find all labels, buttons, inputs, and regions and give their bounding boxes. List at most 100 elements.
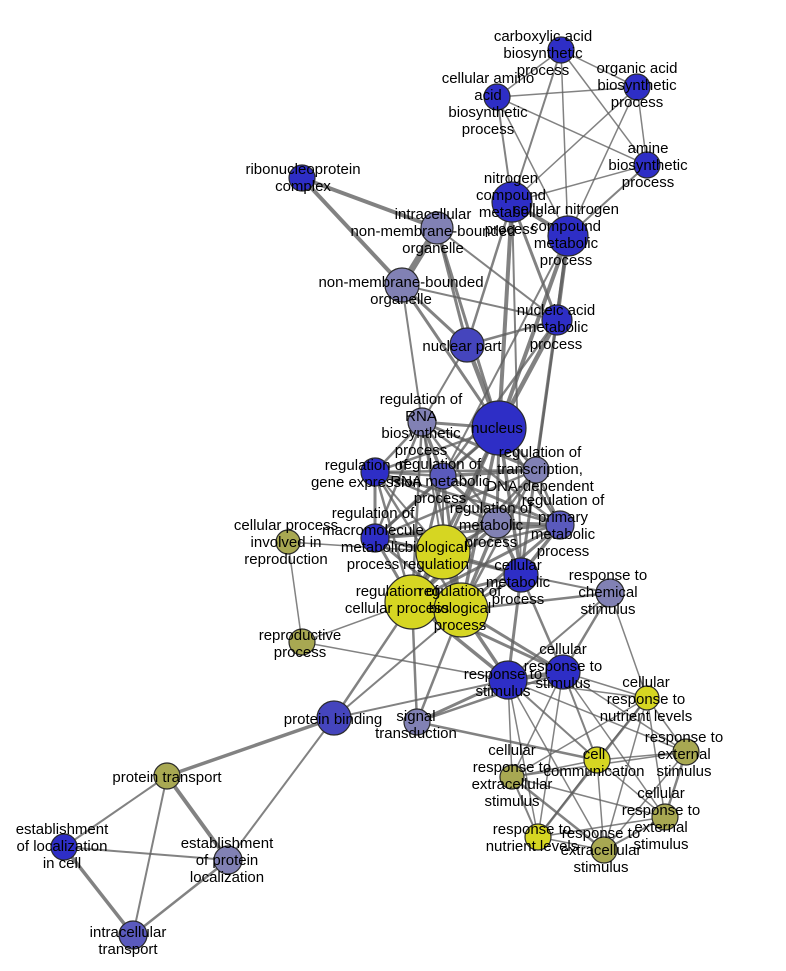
edge-protein-transport--establishment-of-protein-localization[interactable] (165, 774, 230, 862)
edge-regulation-of-macromolecule-metabolic-process--regulation-of-primary-metabolic-process[interactable] (374, 523, 561, 540)
node-regulation-of-rna-biosynthetic-process[interactable] (407, 407, 437, 437)
edge-organic-acid-biosynthetic-process--cellular-nitrogen-compound-metabolic-process[interactable] (567, 86, 638, 237)
edge-cell-communication--cellular-response-to-external-stimulus[interactable] (596, 759, 666, 818)
node-response-to-stimulus[interactable] (488, 660, 528, 700)
node-regulation-of-rna-metabolic-process[interactable] (429, 462, 457, 490)
edge-regulation-of-biological-process--protein-binding[interactable] (333, 609, 462, 719)
edge-cellular-metabolic-process--cellular-response-to-stimulus[interactable] (519, 574, 565, 673)
edge-cellular-response-to-external-stimulus--response-to-nutrient-levels[interactable] (537, 816, 666, 838)
node-protein-binding[interactable] (316, 700, 352, 736)
edge-carboxylic-acid-biosynthetic-process--amine-biosynthetic-process[interactable] (560, 49, 648, 166)
node-ribonucleoprotein-complex[interactable] (288, 164, 316, 192)
edge-response-to-chemical-stimulus--response-to-stimulus[interactable] (507, 592, 611, 681)
node-cellular-metabolic-process[interactable] (503, 557, 539, 593)
edge-regulation-of-transcription-dna-dependent--regulation-of-rna-metabolic-process[interactable] (442, 468, 537, 478)
edge-establishment-of-protein-localization--intracellular-transport[interactable] (132, 859, 229, 936)
edge-regulation-of-transcription-dna-dependent--regulation-of-macromolecule-metabolic-process[interactable] (374, 468, 537, 540)
node-biological-regulation[interactable] (415, 524, 471, 580)
edge-regulation-of-rna-biosynthetic-process--regulation-of-metabolic-process[interactable] (420, 421, 499, 524)
edge-response-to-external-stimulus--cell-communication[interactable] (596, 751, 687, 761)
edge-response-to-chemical-stimulus--cellular-response-to-nutrient-levels[interactable] (609, 592, 648, 699)
node-cellular-nitrogen-compound-metabolic-process[interactable] (547, 215, 589, 257)
edge-cellular-process-involved-in-reproduction--reproductive-process[interactable] (287, 541, 303, 643)
edge-cellular-amino-acid-biosynthetic-process--amine-biosynthetic-process[interactable] (496, 96, 648, 166)
node-response-to-nutrient-levels[interactable] (524, 823, 552, 851)
edge-nucleic-acid-metabolic-process--regulation-of-transcription-dna-dependent[interactable] (534, 319, 559, 471)
edge-non-membrane-bounded-organelle--regulation-of-rna-biosynthetic-process[interactable] (401, 284, 423, 423)
node-nucleic-acid-metabolic-process[interactable] (541, 304, 573, 336)
edge-cellular-response-to-nutrient-levels--response-to-extracellular-stimulus[interactable] (603, 697, 648, 851)
edge-carboxylic-acid-biosynthetic-process--organic-acid-biosynthetic-process[interactable] (560, 49, 638, 88)
edge-cellular-nitrogen-compound-metabolic-process--regulation-of-rna-metabolic-process[interactable] (442, 235, 569, 477)
node-organic-acid-biosynthetic-process[interactable] (623, 73, 651, 101)
edge-non-membrane-bounded-organelle--nucleus[interactable] (400, 284, 501, 429)
edge-regulation-of-rna-metabolic-process--regulation-of-macromolecule-metabolic-process[interactable] (373, 474, 445, 540)
node-regulation-of-transcription-dna-dependent[interactable] (522, 456, 550, 484)
edge-non-membrane-bounded-organelle--nucleic-acid-metabolic-process[interactable] (401, 284, 558, 321)
node-nuclear-part[interactable] (449, 327, 485, 363)
node-nucleus[interactable] (471, 400, 527, 456)
node-cellular-amino-acid-biosynthetic-process[interactable] (483, 83, 511, 111)
node-intracellular-transport[interactable] (118, 920, 148, 950)
edge-cellular-response-to-stimulus--signal-transduction[interactable] (416, 670, 564, 724)
edge-response-to-stimulus--response-to-nutrient-levels[interactable] (507, 679, 539, 838)
edge-cellular-response-to-stimulus--cellular-response-to-external-stimulus[interactable] (562, 671, 666, 818)
node-cell-communication[interactable] (583, 746, 611, 774)
node-establishment-of-protein-localization[interactable] (213, 845, 243, 875)
edge-nucleus--regulation-of-biological-process[interactable] (459, 427, 501, 611)
edge-response-to-stimulus--response-to-external-stimulus[interactable] (507, 679, 687, 753)
edge-reproductive-process--response-to-stimulus[interactable] (301, 641, 509, 681)
edge-cellular-nitrogen-compound-metabolic-process--nucleus[interactable] (497, 235, 570, 429)
edge-organic-acid-biosynthetic-process--cellular-amino-acid-biosynthetic-process[interactable] (496, 86, 638, 98)
edge-response-to-stimulus--protein-binding[interactable] (333, 679, 509, 719)
node-response-to-extracellular-stimulus[interactable] (590, 836, 618, 864)
node-protein-transport[interactable] (153, 762, 181, 790)
node-intracellular-non-membrane-bounded-organelle[interactable] (420, 211, 454, 245)
edge-protein-transport--intracellular-transport[interactable] (132, 775, 168, 936)
edge-signal-transduction--cell-communication[interactable] (416, 720, 598, 762)
edge-nitrogen-compound-metabolic-process--nucleic-acid-metabolic-process[interactable] (510, 201, 559, 321)
edge-protein-transport--establishment-of-localization-in-cell[interactable] (63, 775, 168, 848)
node-signal-transduction[interactable] (403, 708, 431, 736)
edge-intracellular-non-membrane-bounded-organelle--nucleic-acid-metabolic-process[interactable] (436, 227, 558, 321)
node-cellular-response-to-extracellular-stimulus[interactable] (499, 764, 525, 790)
node-amine-biosynthetic-process[interactable] (633, 151, 661, 179)
edge-regulation-of-rna-metabolic-process--regulation-of-primary-metabolic-process[interactable] (442, 474, 561, 527)
edge-cellular-amino-acid-biosynthetic-process--cellular-nitrogen-compound-metabolic-process[interactable] (496, 96, 569, 237)
edge-organic-acid-biosynthetic-process--nitrogen-compound-metabolic-process[interactable] (511, 86, 638, 203)
edge-response-to-stimulus--cell-communication[interactable] (507, 679, 598, 761)
edge-ribonucleoprotein-complex--non-membrane-bounded-organelle[interactable] (300, 176, 404, 287)
node-non-membrane-bounded-organelle[interactable] (384, 267, 420, 303)
node-regulation-of-biological-process[interactable] (433, 582, 489, 638)
edge-amine-biosynthetic-process--nitrogen-compound-metabolic-process[interactable] (511, 164, 648, 203)
edge-response-to-stimulus--response-to-extracellular-stimulus[interactable] (507, 679, 605, 851)
edge-cell-communication--response-to-extracellular-stimulus[interactable] (596, 759, 605, 851)
node-carboxylic-acid-biosynthetic-process[interactable] (547, 36, 575, 64)
edge-cellular-response-to-stimulus--cellular-response-to-extracellular-stimulus[interactable] (511, 671, 564, 778)
edge-cell-communication--response-to-nutrient-levels[interactable] (537, 759, 598, 838)
node-regulation-of-primary-metabolic-process[interactable] (545, 510, 575, 540)
edge-cellular-response-to-nutrient-levels--cellular-response-to-extracellular-stimulus[interactable] (511, 697, 648, 778)
node-regulation-of-gene-expression[interactable] (360, 457, 390, 487)
node-establishment-of-localization-in-cell[interactable] (50, 833, 78, 861)
edge-carboxylic-acid-biosynthetic-process--nitrogen-compound-metabolic-process[interactable] (511, 49, 562, 203)
node-cellular-response-to-nutrient-levels[interactable] (634, 685, 660, 711)
edge-cellular-response-to-extracellular-stimulus--cellular-response-to-external-stimulus[interactable] (511, 776, 666, 818)
node-cellular-response-to-stimulus[interactable] (545, 654, 581, 690)
node-response-to-chemical-stimulus[interactable] (595, 578, 625, 608)
edge-protein-binding--establishment-of-protein-localization[interactable] (227, 717, 335, 861)
edge-ribonucleoprotein-complex--intracellular-non-membrane-bounded-organelle[interactable] (301, 176, 438, 230)
node-reproductive-process[interactable] (288, 628, 316, 656)
node-cellular-process-involved-in-reproduction[interactable] (275, 529, 301, 555)
node-cellular-response-to-external-stimulus[interactable] (651, 803, 679, 831)
edge-nitrogen-compound-metabolic-process--nuclear-part[interactable] (465, 201, 514, 346)
node-nitrogen-compound-metabolic-process[interactable] (491, 181, 533, 223)
edge-cellular-response-to-nutrient-levels--cellular-response-to-external-stimulus[interactable] (646, 697, 666, 818)
edge-nucleic-acid-metabolic-process--regulation-of-rna-metabolic-process[interactable] (441, 319, 559, 477)
edge-establishment-of-localization-in-cell--establishment-of-protein-localization[interactable] (63, 846, 229, 861)
edge-nitrogen-compound-metabolic-process--nucleus[interactable] (497, 201, 514, 429)
edge-establishment-of-localization-in-cell--intracellular-transport[interactable] (62, 845, 135, 937)
edge-cellular-response-to-extracellular-stimulus--response-to-extracellular-stimulus[interactable] (511, 776, 605, 851)
node-regulation-of-macromolecule-metabolic-process[interactable] (360, 523, 390, 553)
node-response-to-external-stimulus[interactable] (672, 738, 700, 766)
